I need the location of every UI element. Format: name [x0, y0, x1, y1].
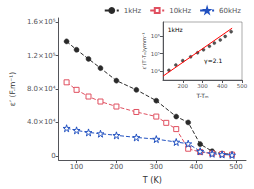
- svg-text:8.0×10⁴: 8.0×10⁴: [27, 85, 56, 93]
- svg-text:10⁴: 10⁴: [151, 68, 161, 74]
- svg-text:ε’ (F.m⁻¹): ε’ (F.m⁻¹): [8, 72, 17, 107]
- svg-text:0: 0: [51, 152, 55, 160]
- svg-text:300: 300: [197, 83, 208, 89]
- svg-text:1kHz: 1kHz: [124, 7, 142, 15]
- svg-text:100: 100: [70, 163, 83, 171]
- svg-text:200: 200: [178, 83, 189, 89]
- svg-text:1kHz: 1kHz: [168, 26, 183, 33]
- svg-text:T-Tₘ: T-Tₘ: [195, 92, 208, 99]
- svg-text:60kHz: 60kHz: [219, 7, 241, 15]
- svg-text:200: 200: [110, 163, 123, 171]
- svg-text:4.0×10⁴: 4.0×10⁴: [27, 118, 56, 126]
- svg-text:300: 300: [150, 163, 163, 171]
- svg-text:400: 400: [217, 83, 228, 89]
- svg-text:T (K): T (K): [142, 176, 162, 185]
- svg-text:10⁶: 10⁶: [151, 33, 161, 39]
- svg-text:ε′(T′-Tₘ)γmm⁻¹: ε′(T′-Tₘ)γmm⁻¹: [141, 33, 148, 70]
- svg-text:10⁵: 10⁵: [151, 51, 160, 57]
- svg-text:400: 400: [189, 163, 202, 171]
- svg-text:500: 500: [237, 83, 248, 89]
- svg-text:1.6×10⁵: 1.6×10⁵: [27, 18, 56, 26]
- svg-text:500: 500: [229, 163, 242, 171]
- svg-text:γ=2.1: γ=2.1: [204, 57, 222, 65]
- svg-text:1.2×10⁵: 1.2×10⁵: [27, 52, 56, 60]
- svg-text:10kHz: 10kHz: [169, 7, 191, 15]
